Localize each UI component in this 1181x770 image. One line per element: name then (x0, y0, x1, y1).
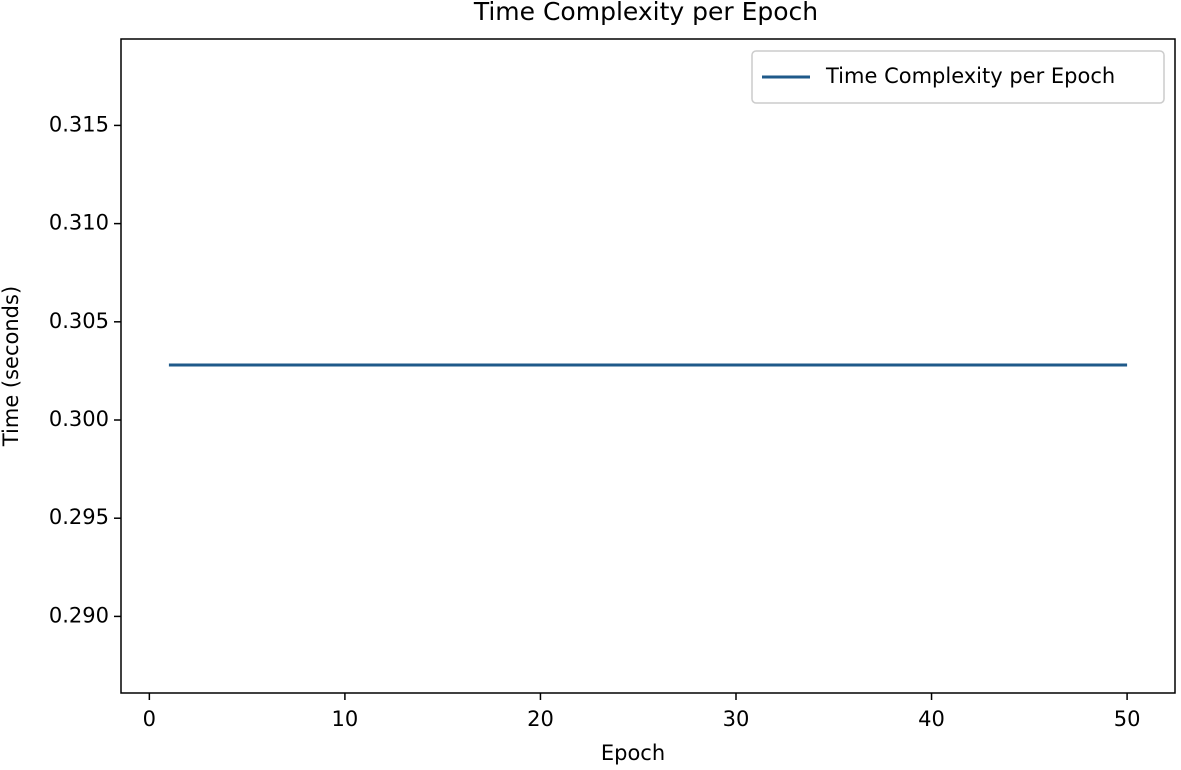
y-axis-label: Time (seconds) (0, 286, 23, 447)
y-tick-label: 0.295 (49, 505, 109, 529)
plot-frame (120, 38, 1176, 694)
y-tick-label: 0.300 (49, 407, 109, 431)
x-tick-label: 40 (918, 707, 945, 731)
legend-box (751, 50, 1165, 104)
chart-title: Time Complexity per Epoch (473, 0, 818, 26)
x-tick-label: 20 (527, 707, 554, 731)
x-tick-label: 30 (723, 707, 750, 731)
y-tick-label: 0.305 (49, 309, 109, 333)
y-tick-label: 0.315 (49, 112, 109, 136)
x-axis-label: Epoch (601, 741, 665, 765)
x-tick-label: 10 (332, 707, 359, 731)
x-tick-label: 50 (1114, 707, 1141, 731)
x-tick-label: 0 (143, 707, 156, 731)
legend-label: Time Complexity per Epoch (825, 64, 1115, 88)
y-tick-label: 0.290 (49, 603, 109, 627)
y-tick-label: 0.310 (49, 211, 109, 235)
